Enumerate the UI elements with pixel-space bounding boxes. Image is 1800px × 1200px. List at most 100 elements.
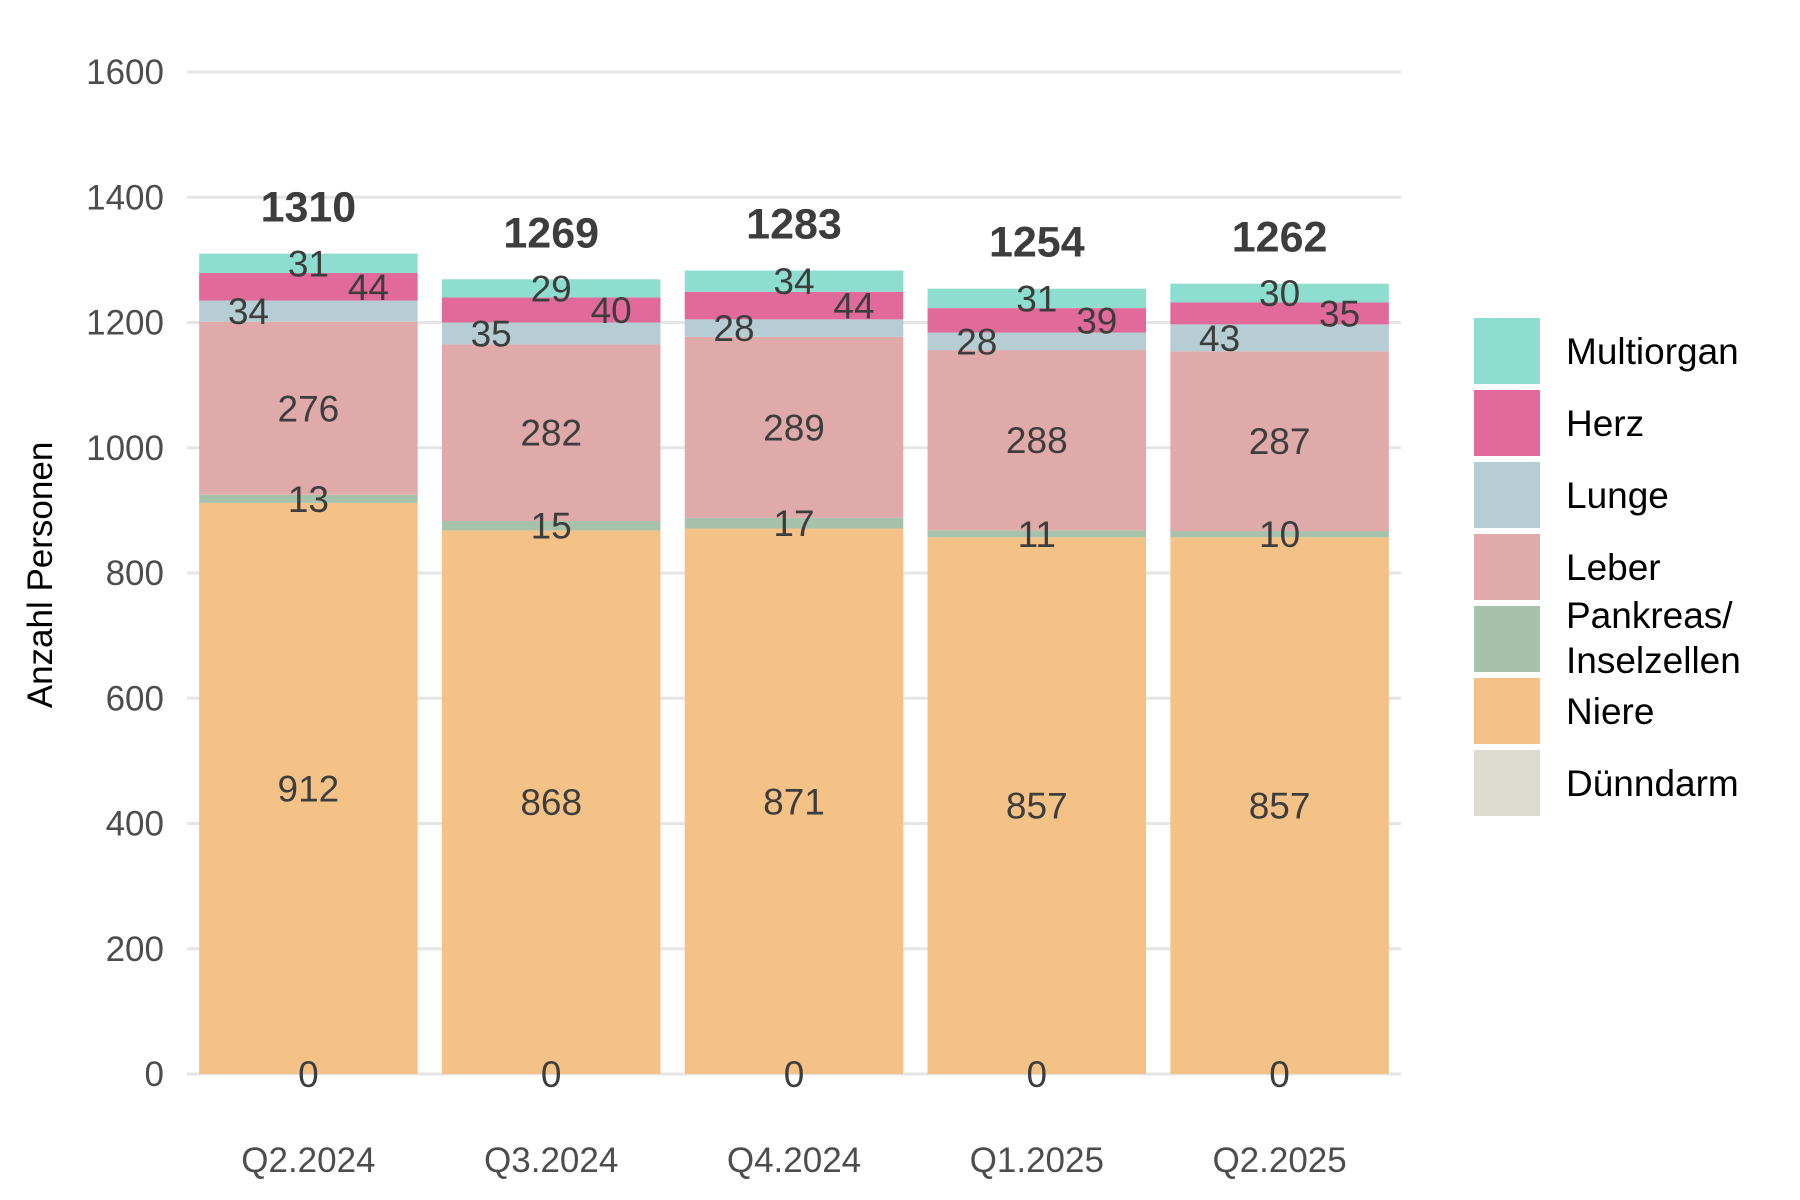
y-tick-label: 200	[106, 930, 164, 969]
data-label: 44	[348, 267, 389, 308]
bar-segment	[1170, 531, 1389, 538]
bar-segment	[441, 521, 661, 531]
data-label: 282	[520, 413, 582, 454]
data-label: 287	[1249, 421, 1311, 462]
bar-segment	[1170, 302, 1389, 325]
x-axis-ticks: Q2.2024 Q3.2024 Q4.2024 Q1.2025 Q2.2025	[241, 1141, 1346, 1180]
y-tick-label: 1200	[86, 304, 164, 343]
bar-segment	[1170, 283, 1389, 303]
bar-segment	[199, 300, 418, 322]
bar-segment	[199, 502, 418, 1074]
data-label: 31	[1016, 278, 1057, 319]
bar-segment	[441, 530, 661, 1074]
legend-key	[1474, 606, 1540, 672]
bar-segment	[441, 344, 661, 522]
legend-label: Herz	[1566, 403, 1644, 444]
bar-segment	[927, 350, 1147, 531]
data-label: 0	[1027, 1054, 1048, 1095]
legend-key	[1474, 390, 1540, 456]
data-label: 44	[833, 286, 874, 327]
data-label: 28	[956, 321, 997, 362]
legend-label: Pankreas/Inselzellen	[1566, 595, 1741, 681]
bar-totals: 1310 1269 1283 1254 1262	[261, 184, 1328, 267]
total-label: 1310	[261, 184, 357, 232]
segment-labels: 0 912 13 276 34 44 31 0 868 15 282 35 40 29 0 871 17 289 2…	[228, 243, 1360, 1095]
bar-segment	[927, 530, 1147, 538]
bar-segment	[684, 517, 904, 529]
bar-segment	[927, 288, 1147, 309]
data-label: 15	[531, 506, 572, 547]
y-tick-label: 0	[145, 1055, 164, 1094]
data-label: 13	[288, 479, 329, 520]
bar-segment	[441, 297, 661, 323]
data-label: 871	[763, 781, 825, 822]
x-tick-label: Q2.2024	[241, 1141, 375, 1180]
x-tick-label: Q3.2024	[484, 1141, 618, 1180]
legend-key	[1474, 678, 1540, 744]
data-label: 10	[1259, 514, 1300, 555]
bar-segment	[927, 332, 1147, 351]
total-label: 1283	[746, 201, 842, 249]
legend-key	[1474, 318, 1540, 384]
bar-segment	[1170, 351, 1389, 532]
bars	[199, 253, 1389, 1074]
data-label: 0	[784, 1054, 805, 1095]
data-label: 30	[1259, 273, 1300, 314]
data-label: 857	[1249, 786, 1311, 827]
x-tick-label: Q2.2025	[1212, 1141, 1346, 1180]
legend-label: Leber	[1566, 547, 1661, 588]
total-label: 1262	[1232, 214, 1328, 262]
legend-key	[1474, 534, 1540, 600]
bar-segment	[199, 273, 418, 301]
total-label: 1254	[989, 219, 1085, 267]
bar-segment	[441, 322, 661, 345]
bar-segment	[684, 336, 904, 518]
data-label: 289	[763, 407, 825, 448]
bar-segment	[684, 319, 904, 337]
data-label: 35	[471, 313, 512, 354]
data-label: 35	[1319, 293, 1360, 334]
data-label: 28	[713, 308, 754, 349]
bar-segment	[684, 291, 904, 320]
bar-segment	[927, 537, 1147, 1074]
bar-segment	[1170, 537, 1389, 1074]
data-label: 288	[1006, 420, 1068, 461]
data-label: 39	[1076, 300, 1117, 341]
total-label: 1269	[503, 209, 599, 257]
data-label: 276	[278, 388, 340, 429]
data-label: 0	[298, 1054, 319, 1095]
y-tick-label: 800	[106, 554, 164, 593]
legend-label: Niere	[1566, 691, 1654, 732]
data-label: 868	[520, 782, 582, 823]
y-tick-label: 1400	[86, 178, 164, 217]
legend-label-line: Pankreas/	[1566, 595, 1733, 636]
x-tick-label: Q4.2024	[727, 1141, 861, 1180]
legend-label-line: Inselzellen	[1566, 640, 1741, 681]
bar-segment	[684, 270, 904, 292]
y-axis-label: Anzahl Personen	[21, 442, 60, 709]
legend-key	[1474, 462, 1540, 528]
data-label: 31	[288, 243, 329, 284]
data-label: 17	[773, 503, 814, 544]
bar-segment	[441, 279, 661, 298]
y-tick-label: 1600	[86, 53, 164, 92]
bar-segment	[684, 528, 904, 1074]
data-label: 0	[1269, 1054, 1290, 1095]
y-tick-label: 1000	[86, 429, 164, 468]
bar-segment	[199, 253, 418, 274]
bar-segment	[199, 321, 418, 495]
data-label: 29	[531, 268, 572, 309]
data-label: 11	[1018, 514, 1056, 555]
y-tick-label: 600	[106, 679, 164, 718]
data-label: 857	[1006, 786, 1068, 827]
legend-label: Dünndarm	[1566, 763, 1739, 804]
data-label: 43	[1199, 318, 1240, 359]
bar-segment	[1170, 324, 1389, 352]
legend-label: Multiorgan	[1566, 331, 1739, 372]
bar-segment	[199, 494, 418, 503]
data-label: 34	[773, 261, 814, 302]
y-axis-ticks: 0 200 400 600 800 1000 1200 1400 1600	[86, 53, 164, 1094]
legend-key	[1474, 750, 1540, 816]
legend: Multiorgan Herz Lunge Leber Pankreas/Inselze…	[1474, 318, 1741, 816]
